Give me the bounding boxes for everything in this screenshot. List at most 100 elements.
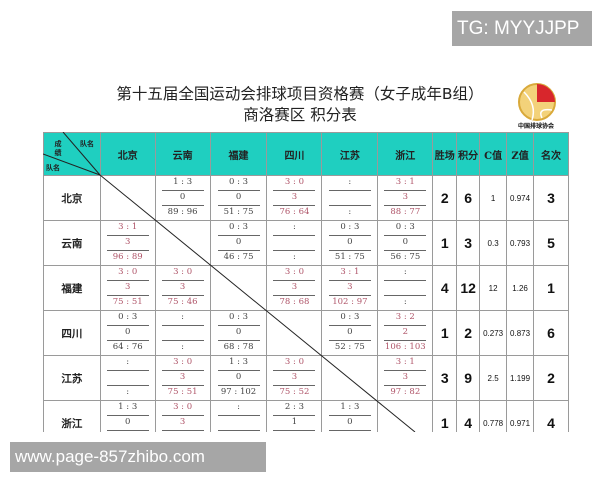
header-row: 队名 成绩 队名 北京 云南 福建 四川 江苏 浙江 胜场 积分 C值 Z值 名次 [43,132,569,176]
match-points: 0 [161,190,204,206]
match-rally-ratio: 75 : 46 [167,297,198,307]
match-score: 3 : 0 [173,402,193,412]
match-rally-ratio [107,431,149,432]
stat-header-3: Z值 [506,132,535,176]
match-result: 3 : 1 3 97 : 82 [378,356,432,400]
match-cell: 3 : 1 3 88 : 77 [377,175,434,221]
match-rally-ratio: : [403,297,407,307]
match-cell: 3 : 1 3 96 : 89 [99,220,156,266]
match-result: 3 : 1 3 96 : 89 [101,221,155,265]
corner-team-label-top: 队名 [80,139,94,148]
match-cell: 1 : 3 0 [99,400,156,432]
match-rally-ratio: 75 : 51 [167,387,198,397]
match-result: 0 : 3 0 51 : 75 [211,176,267,220]
match-result: 3 : 1 3 88 : 77 [378,176,432,220]
match-result: 0 : 3 0 64 : 76 [101,311,155,355]
match-cell: 1 : 3 0 89 : 96 [154,175,211,221]
match-points: 3 [328,280,371,296]
match-points: 0 [106,325,149,341]
row-team-name: 浙江 [43,400,101,432]
stat-c: 12 [479,265,508,311]
stat-z: 0.974 [506,175,535,221]
match-result: 1 : 3 0 89 : 96 [156,176,210,220]
match-points: 0 [106,415,149,431]
match-score: 0 : 3 [118,312,138,322]
match-points: 0 [328,235,371,251]
table-row: 四川 0 : 3 0 64 : 76::0 : 3 0 68 : 78 0 : 3 0 52 :… [43,310,569,356]
match-rally-ratio: : [293,252,296,262]
stat-c: 0.3 [479,220,508,266]
match-rally-ratio: : [181,342,185,352]
match-points: 0 [384,235,427,251]
match-points: 0 [328,415,371,431]
match-rally-ratio: 51 : 75 [334,252,365,262]
match-rally-ratio: 52 : 75 [334,342,365,352]
column-header-2: 福建 [209,132,268,176]
match-result: 0 : 3 0 46 : 75 [211,221,267,265]
stat-z: 0.873 [506,310,535,356]
match-rally-ratio: : [126,387,130,397]
match-cell: 0 : 3 0 51 : 75 [321,220,379,266]
stat-rank: 5 [533,220,569,266]
match-points: 3 [161,415,204,431]
match-score: 1 : 3 [118,402,138,412]
match-points: 3 [273,370,316,386]
match-result: 1 : 3 0 [322,401,377,432]
corner-result-label: 成绩 [54,139,62,157]
match-rally-ratio: 46 : 75 [223,252,254,262]
match-cell [154,220,211,266]
match-cell [377,400,434,432]
stat-wins: 1 [432,400,458,432]
match-points: 3 [273,280,316,296]
title-line-2: 商洛赛区 积分表 [243,106,357,124]
match-cell [321,355,379,401]
match-cell: 0 : 3 0 46 : 75 [209,220,268,266]
match-rally-ratio: 75 : 52 [279,387,310,397]
corner-team-label-left: 队名 [46,163,60,172]
match-rally-ratio: 76 : 64 [279,207,310,217]
table-row: 江苏::3 : 0 3 75 : 51 1 : 3 0 97 : 102 3 : 0 3 75 … [43,355,569,401]
stat-z: 0.971 [506,400,535,432]
match-result: :: [322,176,377,220]
match-score: : [126,357,130,367]
stat-rank: 4 [533,400,569,432]
match-points: 3 [273,190,316,206]
match-points [217,415,260,431]
column-header-4: 江苏 [321,132,379,176]
match-score: 3 : 0 [284,267,304,277]
match-cell: 3 : 0 3 [154,400,211,432]
match-points: 1 [273,415,316,431]
stat-wins: 1 [432,310,458,356]
match-cell: 3 : 2 2 106 : 103 [377,310,434,356]
table-row: 云南 3 : 1 3 96 : 89 0 : 3 0 46 : 75::0 : 3 0 51 :… [43,220,569,266]
match-rally-ratio [329,431,371,432]
row-team-name: 四川 [43,310,101,356]
column-header-0: 北京 [99,132,156,176]
stat-header-4: 名次 [533,132,569,176]
stat-c: 0.778 [479,400,508,432]
match-cell: 1 : 3 0 97 : 102 [209,355,268,401]
match-result: 1 : 3 0 97 : 102 [211,356,267,400]
match-score: : [181,312,185,322]
match-cell: 0 : 3 0 68 : 78 [209,310,268,356]
match-cell: :: [266,220,323,266]
stat-z: 0.793 [506,220,535,266]
match-cell: 2 : 3 1 [266,400,323,432]
match-cell: :: [99,355,156,401]
match-points: 0 [217,370,260,386]
watermark-top: TG: MYYJJPP [452,11,592,46]
match-cell: 1 : 3 0 [321,400,379,432]
column-header-1: 云南 [154,132,211,176]
match-points: 0 [217,190,260,206]
match-cell: 3 : 0 3 78 : 68 [266,265,323,311]
table-row: 北京 1 : 3 0 89 : 96 0 : 3 0 51 : 75 3 : 0 3 76 : 6… [43,175,569,221]
match-cell: 0 : 3 0 51 : 75 [209,175,268,221]
match-rally-ratio: 88 : 77 [390,207,421,217]
stat-z: 1.199 [506,355,535,401]
match-cell: 3 : 0 3 75 : 46 [154,265,211,311]
match-score: 0 : 3 [340,312,360,322]
match-score: 0 : 3 [228,312,249,322]
stat-points: 2 [456,310,481,356]
match-score: 3 : 1 [395,177,415,187]
